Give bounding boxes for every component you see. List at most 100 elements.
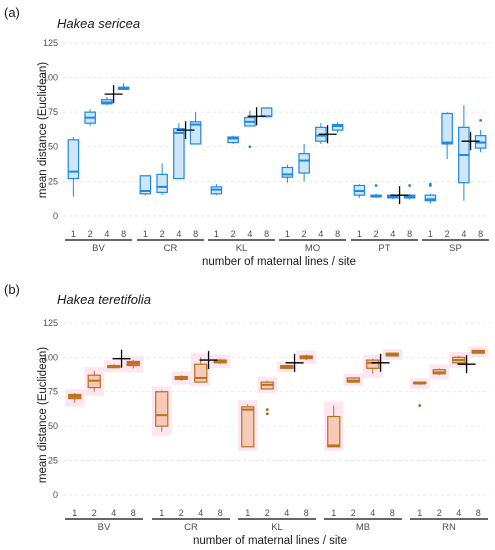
y-tick-label: 125 [43,318,58,328]
outlier-point [408,184,412,187]
panel-a-xlabel: number of maternal lines / site [202,256,356,268]
panel-b-title: Hakea teretifolia [57,292,151,307]
x-tick-label: 2 [445,229,450,239]
x-tick-label: 1 [143,229,148,239]
y-tick-label: 100 [43,352,58,362]
y-tick-label: 50 [48,421,58,431]
box [281,166,294,178]
x-tick-label: 4 [390,229,395,239]
site-label: CR [164,243,178,254]
x-tick-label: 8 [476,508,481,518]
x-tick-label: 4 [247,229,252,239]
x-tick-label: 1 [417,508,422,518]
x-tick-label: 2 [302,229,307,239]
outlier-point [418,404,422,407]
x-tick-label: 8 [335,229,340,239]
y-tick-label: 25 [48,176,58,186]
box [189,121,202,145]
x-tick-label: 1 [72,508,77,518]
box [227,136,239,144]
outlier-point [265,412,269,416]
x-tick-label: 1 [214,229,219,239]
x-tick-label: 4 [198,508,203,518]
x-tick-label: 2 [351,508,356,518]
outlier-point [374,184,378,187]
outlier-point [265,408,269,412]
x-tick-label: 4 [284,508,289,518]
site-label: BV [98,522,111,533]
panel-b-xlabel: number of maternal lines / site [193,535,347,547]
x-tick-label: 4 [318,229,323,239]
x-tick-label: 4 [111,508,116,518]
x-tick-label: 8 [131,508,136,518]
box [194,363,208,383]
panel-b-plot: 0 25 50 75 100 125 1 2 4 8 BV 1 2 4 8 CR 1 2 4 8 KL 1 2 4 8 MB 1 2 4… [43,318,490,533]
y-tick-label: 0 [53,211,58,221]
site-label: MB [356,522,370,533]
x-tick-label: 4 [461,229,466,239]
x-tick-label: 2 [374,229,379,239]
outlier-point [248,145,252,149]
x-tick-label: 8 [264,229,269,239]
site-label: PT [378,243,390,254]
box [331,123,344,131]
x-tick-label: 8 [304,508,309,518]
x-tick-label: 4 [370,508,375,518]
x-tick-label: 1 [357,229,362,239]
x-tick-label: 2 [179,508,184,518]
site-label: KL [236,243,248,254]
box [366,359,380,369]
x-tick-label: 2 [437,508,442,518]
panel-a-title: Hakea sericea [57,16,140,31]
box [67,139,80,180]
x-tick-label: 8 [478,229,483,239]
x-tick-label: 2 [231,229,236,239]
panel-b-ylabel: mean distance (Euclidean) [37,347,49,483]
x-tick-label: 8 [218,508,223,518]
box [241,406,255,448]
x-tick-label: 2 [265,508,270,518]
box [424,194,437,202]
site-label: MO [305,243,320,254]
x-tick-label: 1 [331,508,336,518]
site-label: RN [442,522,456,533]
x-tick-label: 1 [159,508,164,518]
y-tick-label: 25 [48,456,58,466]
site-label: BV [92,243,105,254]
panel-b-label: (b) [4,282,20,297]
x-tick-label: 4 [104,229,109,239]
x-tick-label: 1 [285,229,290,239]
panel-a-plot: 0 25 50 75 100 125 1 2 4 8 BV 1 2 4 8 CR 1 2 4 8 KL 1 2 4 8 MO 1 2 4… [43,38,490,254]
y-tick-label: 50 [48,142,58,152]
x-tick-label: 8 [193,229,198,239]
outlier-point [428,182,432,186]
y-tick-label: 125 [43,38,58,48]
x-tick-label: 4 [456,508,461,518]
box [298,153,310,174]
x-tick-label: 2 [88,229,93,239]
box [327,415,341,448]
x-tick-label: 1 [245,508,250,518]
box [155,391,169,427]
site-label: KL [271,522,283,533]
x-tick-label: 1 [71,229,76,239]
y-tick-label: 75 [48,107,58,117]
x-tick-label: 8 [121,229,126,239]
x-tick-label: 2 [160,229,165,239]
panel-a-label: (a) [4,5,20,20]
x-tick-label: 1 [428,229,433,239]
x-tick-label: 8 [390,508,395,518]
panel-a-ylabel: mean distance (Euclidean) [37,62,49,198]
x-tick-label: 2 [92,508,97,518]
y-tick-label: 75 [48,387,58,397]
box [139,175,152,195]
box [441,112,453,145]
box [156,173,168,193]
y-tick-label: 0 [53,490,58,500]
box [260,107,273,117]
x-tick-label: 4 [176,229,181,239]
box [173,128,185,180]
y-tick-label: 100 [43,73,58,83]
x-tick-label: 8 [407,229,412,239]
